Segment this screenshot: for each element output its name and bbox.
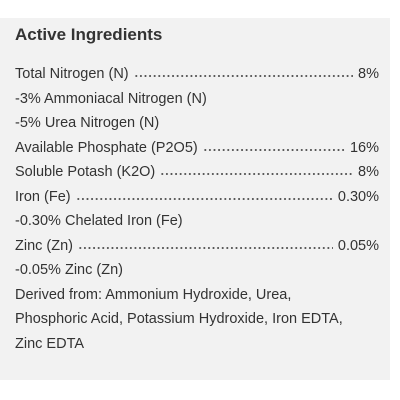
ingredient-label: -0.30% Chelated Iron (Fe) xyxy=(15,213,183,229)
ingredient-value: 16% xyxy=(349,139,379,156)
ingredient-row: -0.05% Zinc (Zn) xyxy=(15,258,379,283)
ingredient-value: 0.05% xyxy=(337,237,379,254)
ingredient-list: Total Nitrogen (N) 8% -3% Ammoniacal Nitro… xyxy=(15,62,379,356)
ingredients-panel: Active Ingredients Total Nitrogen (N) 8% -… xyxy=(0,18,390,380)
dot-leader xyxy=(133,74,354,78)
ingredient-value: 8% xyxy=(358,164,379,180)
dot-leader xyxy=(75,196,333,201)
ingredient-row: -5% Urea Nitrogen (N) xyxy=(15,111,379,136)
ingredient-label: Zinc (Zn) xyxy=(15,237,73,254)
dot-leader xyxy=(202,147,345,152)
ingredient-row: Iron (Fe) 0.30% xyxy=(15,185,379,210)
ingredient-label: Available Phosphate (P2O5) xyxy=(15,139,198,156)
panel-title: Active Ingredients xyxy=(15,25,163,44)
ingredient-label: -0.05% Zinc (Zn) xyxy=(15,262,123,278)
ingredient-label: Total Nitrogen (N) xyxy=(15,66,129,82)
ingredient-row: -0.30% Chelated Iron (Fe) xyxy=(15,209,379,234)
ingredient-row: Soluble Potash (K2O) 8% xyxy=(15,160,379,185)
ingredient-row: Available Phosphate (P2O5) 16% xyxy=(15,136,379,161)
ingredient-row: Total Nitrogen (N) 8% xyxy=(15,62,379,87)
ingredient-row: Zinc (Zn) 0.05% xyxy=(15,234,379,259)
ingredient-label: -3% Ammoniacal Nitrogen (N) xyxy=(15,90,207,107)
ingredient-row: -3% Ammoniacal Nitrogen (N) xyxy=(15,87,379,112)
dot-leader xyxy=(160,172,354,176)
derived-from: Derived from: Ammonium Hydroxide, Urea, … xyxy=(15,286,343,352)
dot-leader xyxy=(78,245,333,250)
ingredient-label: Soluble Potash (K2O) xyxy=(15,164,156,180)
ingredient-value: 8% xyxy=(358,66,379,82)
ingredient-label: Iron (Fe) xyxy=(15,188,71,205)
ingredient-label: -5% Urea Nitrogen (N) xyxy=(15,115,160,131)
ingredient-value: 0.30% xyxy=(337,188,379,205)
